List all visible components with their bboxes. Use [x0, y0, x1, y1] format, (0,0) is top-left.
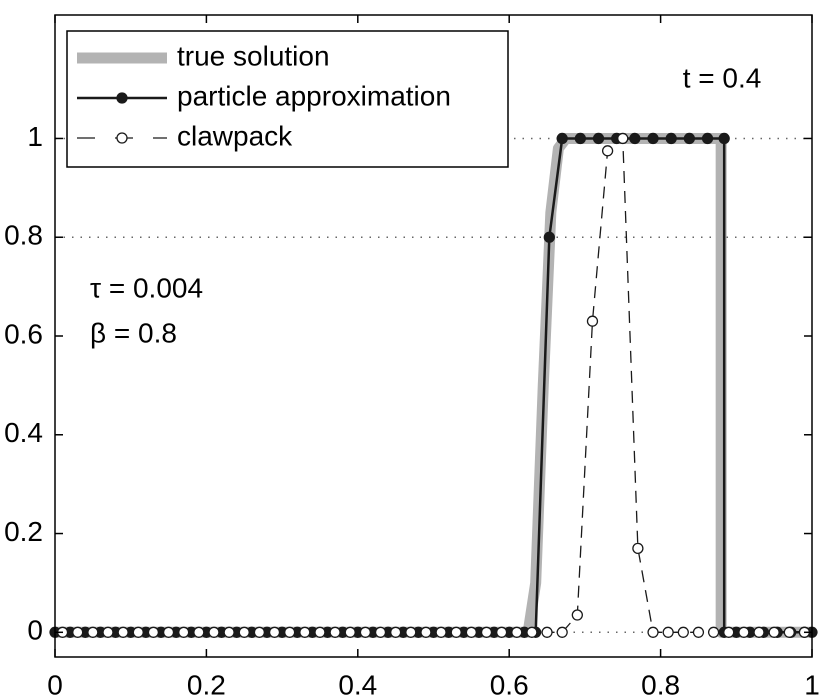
marker: [223, 626, 235, 638]
marker: [178, 626, 190, 638]
y-tick-label: 0.2: [4, 516, 43, 547]
marker: [647, 132, 659, 145]
marker: [344, 626, 356, 638]
legend-label: true solution: [177, 40, 330, 71]
marker: [718, 132, 730, 145]
marker: [480, 626, 493, 638]
legend-marker: [116, 92, 128, 104]
x-tick-label: 0: [47, 669, 63, 698]
marker: [683, 132, 696, 145]
marker: [374, 626, 387, 638]
marker: [511, 626, 523, 638]
series-line: [62, 137, 805, 633]
x-tick-label: 0.4: [338, 669, 377, 698]
marker: [208, 626, 220, 638]
marker: [541, 626, 553, 638]
legend-label: clawpack: [177, 120, 293, 151]
marker: [299, 626, 311, 638]
marker: [665, 132, 677, 145]
legend-marker: [116, 132, 128, 144]
x-tick-label: 0.2: [187, 669, 226, 698]
series-line: [55, 132, 812, 638]
y-tick-label: 0: [27, 615, 43, 646]
marker: [543, 231, 555, 243]
marker: [556, 132, 568, 145]
marker: [193, 626, 205, 638]
marker: [435, 626, 447, 638]
marker: [329, 626, 341, 638]
marker: [162, 626, 175, 638]
y-tick-label: 0.4: [4, 417, 43, 448]
marker: [72, 626, 84, 638]
marker: [662, 626, 674, 638]
marker: [586, 315, 599, 327]
x-tick-label: 0.8: [641, 669, 680, 698]
marker: [592, 132, 605, 145]
legend: true solution particle approximation clawp…: [66, 30, 509, 168]
marker: [571, 609, 583, 621]
marker: [284, 626, 296, 638]
annotation: β = 0.8: [90, 317, 177, 348]
marker: [253, 626, 266, 638]
marker: [701, 132, 714, 145]
marker: [783, 626, 795, 638]
marker: [238, 626, 250, 638]
marker: [753, 626, 765, 638]
marker: [677, 626, 689, 638]
x-tick-label: 1: [804, 669, 820, 698]
annotation: t = 0.4: [683, 62, 762, 93]
marker: [526, 626, 538, 638]
marker: [465, 626, 478, 638]
series-line: [55, 137, 812, 634]
marker: [738, 626, 750, 638]
x-tick-label: 0.6: [490, 669, 529, 698]
marker: [707, 626, 720, 638]
marker: [692, 626, 705, 638]
y-tick-label: 0.6: [4, 318, 43, 349]
marker: [647, 626, 659, 638]
marker: [420, 626, 432, 638]
annotation: τ = 0.004: [90, 272, 203, 303]
marker: [632, 542, 644, 555]
marker: [629, 132, 641, 145]
marker: [314, 626, 326, 638]
marker: [359, 626, 372, 638]
marker: [87, 626, 99, 638]
marker: [405, 626, 417, 638]
marker: [389, 626, 402, 638]
marker: [768, 626, 780, 638]
legend-label: particle approximation: [177, 80, 451, 111]
marker: [132, 626, 144, 638]
marker: [450, 626, 462, 638]
marker: [495, 626, 508, 638]
marker: [574, 132, 587, 145]
y-tick-label: 1: [27, 121, 43, 152]
marker: [723, 626, 735, 638]
marker: [268, 626, 281, 638]
marker: [147, 626, 160, 638]
marker: [601, 145, 614, 157]
marker: [556, 626, 568, 638]
marker: [102, 626, 114, 638]
marker: [617, 132, 629, 145]
marker: [117, 626, 129, 638]
y-tick-label: 0.8: [4, 220, 43, 251]
